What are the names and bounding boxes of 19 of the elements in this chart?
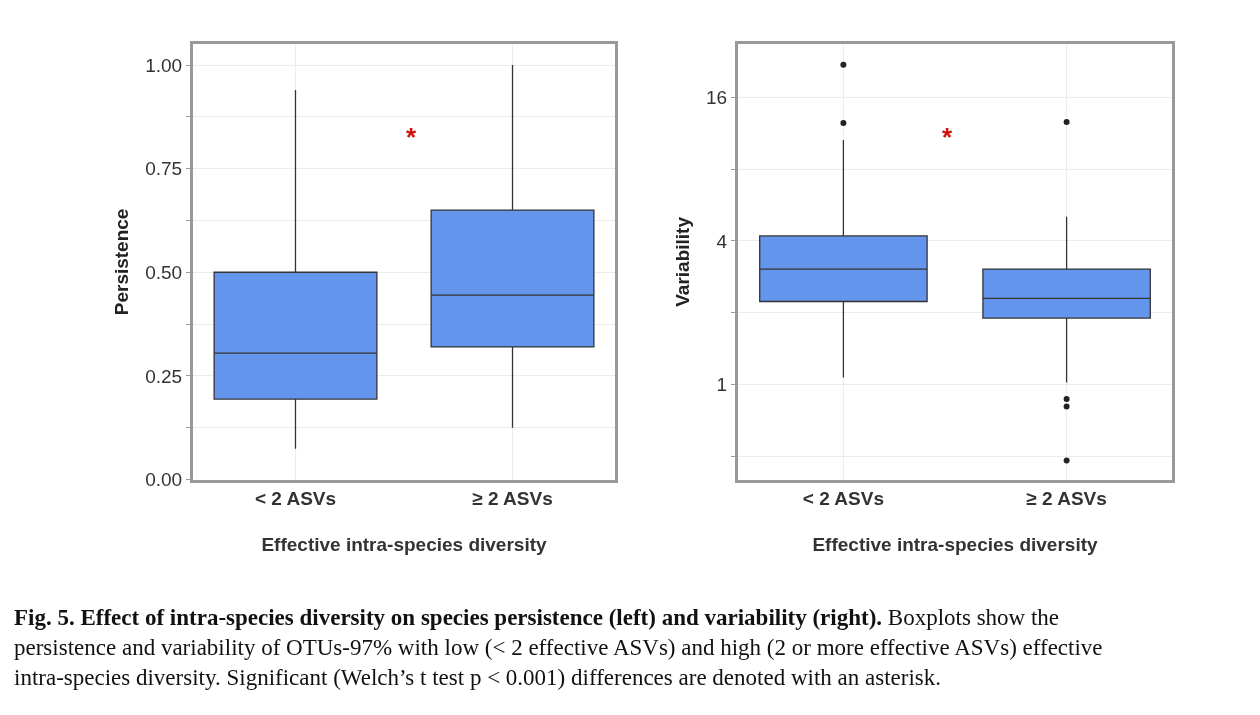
y-tick-label: 0.50 (145, 261, 183, 283)
x-tick-label: < 2 ASVs (254, 488, 337, 510)
x-axis-title: Effective intra-species diversity (812, 534, 1098, 556)
x-tick-label: < 2 ASVs (802, 488, 884, 510)
y-tick-label: 0.75 (145, 158, 183, 180)
y-axis-title: Persistence (111, 208, 133, 316)
y-tick-label: 16 (706, 87, 728, 109)
y-tick-label: 4 (716, 230, 728, 252)
annotation: * (406, 122, 417, 152)
annotation: * (942, 122, 953, 152)
y-tick-label: 1.00 (145, 54, 183, 76)
x-axis-title: Effective intra-species diversity (261, 534, 547, 556)
caption: Fig. 5. Effect of intra-species diversity on species persistence (left) and variability (right). (14, 605, 883, 630)
x-tick-label: ≥ 2 ASVs (472, 488, 553, 510)
y-axis-title: Variability (671, 216, 693, 307)
y-tick-label: 0.25 (145, 365, 183, 387)
y-tick-label: 0.00 (145, 469, 183, 491)
y-tick-label: 1 (716, 374, 728, 396)
x-tick-label: ≥ 2 ASVs (1026, 488, 1107, 510)
